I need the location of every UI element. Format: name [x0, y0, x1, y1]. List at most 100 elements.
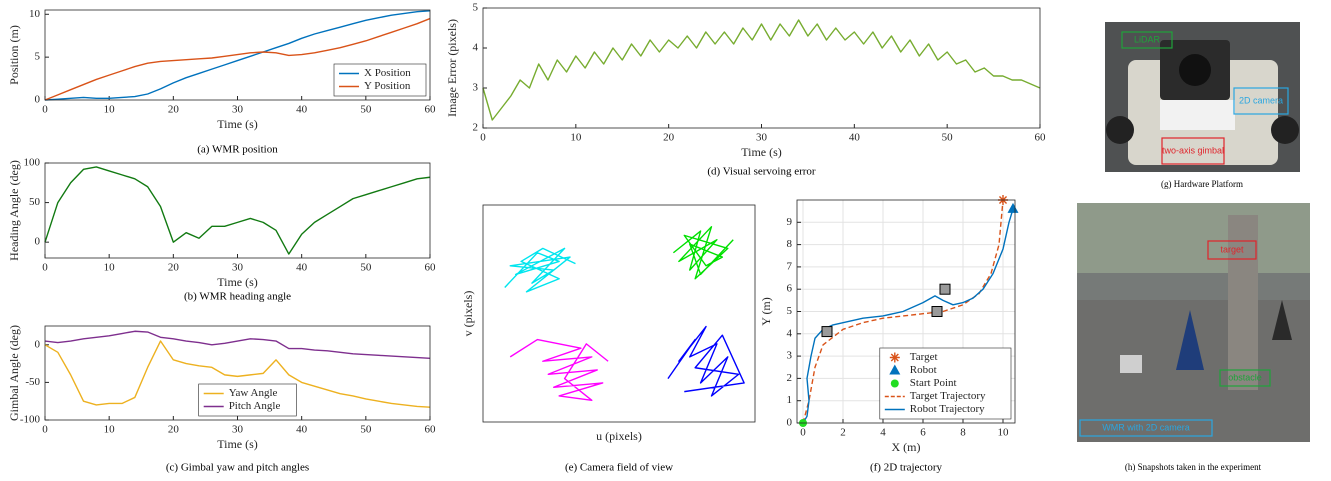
y-tick-label: 0 — [35, 338, 41, 350]
y-tick-label: 100 — [24, 157, 41, 169]
axes-frame — [44, 162, 431, 259]
legend-label: X Position — [364, 67, 411, 79]
x-axis-label: u (pixels) — [596, 429, 642, 443]
x-tick-label: 8 — [960, 427, 966, 439]
x-tick-label: 40 — [849, 132, 861, 144]
x-tick-label: 0 — [42, 262, 48, 274]
annotation-box — [1219, 369, 1271, 387]
legend-label: Robot Trajectory — [910, 403, 985, 415]
plot-background — [483, 205, 755, 422]
x-tick-label: 60 — [425, 262, 437, 274]
data-line — [504, 247, 576, 293]
x-tick-label: 30 — [232, 262, 244, 274]
data-line — [44, 17, 431, 101]
x-tick-label: 10 — [104, 424, 116, 436]
y-tick-label: -50 — [25, 376, 40, 388]
x-tick-label: 40 — [296, 424, 308, 436]
chart-caption: (f) 2D trajectory — [870, 462, 943, 474]
annotation-label: LiDAR — [1134, 34, 1161, 44]
chart-caption: (a) WMR position — [197, 144, 278, 156]
x-tick-label: 0 — [800, 427, 806, 439]
annotation-label: obstacle — [1228, 372, 1262, 382]
axes-frame — [482, 7, 1041, 129]
legend-box — [198, 383, 297, 417]
x-tick-label: 10 — [104, 262, 116, 274]
legend-label: Yaw Angle — [229, 387, 278, 399]
y-axis-label: Position (m) — [7, 25, 21, 85]
x-tick-label: 50 — [942, 132, 954, 144]
y-tick-label: 4 — [473, 42, 479, 54]
annotation-label: two-axis gimbal — [1162, 145, 1224, 155]
x-tick-label: 20 — [168, 104, 180, 116]
x-tick-label: 50 — [360, 262, 372, 274]
legend-label: Start Point — [910, 377, 957, 389]
annotation-label: WMR with 2D camera — [1102, 422, 1190, 432]
y-tick-label: 6 — [787, 283, 793, 295]
legend-label: Pitch Angle — [229, 400, 281, 412]
photo-caption: (h) Snapshots taken in the experiment — [1125, 462, 1262, 472]
x-axis-label: Time (s) — [217, 117, 258, 131]
y-tick-label: 0 — [35, 94, 41, 106]
annotation-label: target — [1220, 244, 1244, 254]
data-line — [44, 340, 431, 408]
y-axis-label: Image Error (pixels) — [445, 19, 459, 117]
data-line — [44, 166, 431, 255]
x-tick-label: 20 — [168, 424, 180, 436]
x-tick-label: 60 — [1035, 132, 1047, 144]
x-tick-label: 20 — [168, 262, 180, 274]
y-tick-label: 2 — [473, 122, 479, 134]
x-tick-label: 20 — [663, 132, 675, 144]
legend-box — [333, 63, 427, 97]
legend-box — [879, 347, 1012, 420]
legend-label: Y Position — [364, 80, 411, 92]
chart-caption: (e) Camera field of view — [565, 462, 673, 474]
marker-triangle — [1007, 202, 1019, 213]
y-tick-label: 5 — [787, 305, 793, 317]
chart-caption: (b) WMR heading angle — [184, 291, 291, 303]
y-tick-label: 50 — [29, 196, 41, 208]
axes-frame — [796, 199, 1016, 424]
legend-label: Target — [910, 351, 938, 363]
x-tick-label: 60 — [425, 104, 437, 116]
y-tick-label: 10 — [29, 8, 41, 20]
legend-symbol — [889, 352, 900, 363]
y-axis-label: Gimbal Angle (deg) — [7, 325, 21, 421]
x-axis-label: Time (s) — [217, 275, 258, 289]
annotation-box — [1161, 137, 1225, 165]
x-tick-label: 40 — [296, 104, 308, 116]
y-tick-label: -100 — [20, 414, 41, 426]
legend-symbol — [889, 364, 901, 375]
x-axis-label: X (m) — [892, 440, 921, 454]
y-axis-label: Y (m) — [759, 297, 773, 326]
data-line — [667, 325, 745, 397]
data-line — [482, 19, 1041, 121]
plot-background — [45, 163, 430, 258]
legend-label: Robot — [910, 364, 937, 376]
x-tick-label: 50 — [360, 424, 372, 436]
chart-caption: (d) Visual servoing error — [707, 166, 816, 178]
x-tick-label: 6 — [920, 427, 926, 439]
snapshot-photo — [1077, 203, 1310, 442]
data-line — [802, 199, 1004, 424]
chart-caption: (c) Gimbal yaw and pitch angles — [166, 462, 309, 474]
y-tick-label: 4 — [787, 327, 793, 339]
axes-frame — [44, 9, 431, 101]
x-axis-label: Time (s) — [217, 437, 258, 451]
y-tick-label: 3 — [787, 350, 793, 362]
annotation-box — [1121, 31, 1173, 49]
y-tick-label: 9 — [787, 216, 793, 228]
x-tick-label: 30 — [232, 104, 244, 116]
data-line — [509, 338, 609, 401]
x-tick-label: 40 — [296, 262, 308, 274]
y-tick-label: 0 — [35, 236, 41, 248]
y-tick-label: 7 — [787, 260, 793, 272]
y-tick-label: 5 — [35, 51, 41, 63]
y-tick-label: 8 — [787, 238, 793, 250]
x-tick-label: 50 — [360, 104, 372, 116]
x-tick-label: 10 — [570, 132, 582, 144]
annotation-label: 2D camera — [1239, 95, 1283, 105]
photo-caption: (g) Hardware Platform — [1161, 179, 1243, 189]
marker-square — [939, 283, 951, 295]
